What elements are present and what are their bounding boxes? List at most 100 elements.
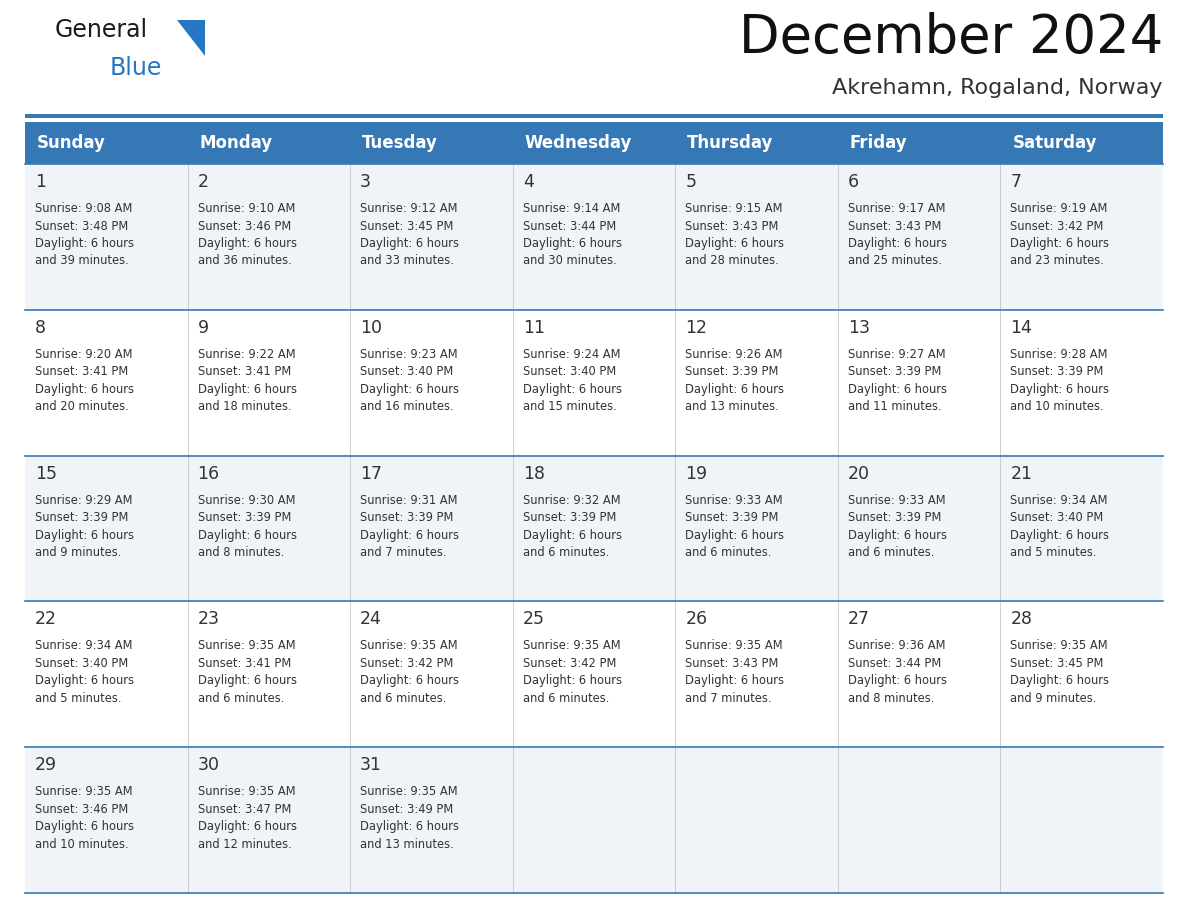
Text: Sunset: 3:47 PM: Sunset: 3:47 PM [197, 802, 291, 816]
Text: and 39 minutes.: and 39 minutes. [34, 254, 128, 267]
Text: Daylight: 6 hours: Daylight: 6 hours [523, 237, 621, 250]
Bar [25, 309, 188, 455]
Text: and 11 minutes.: and 11 minutes. [848, 400, 941, 413]
Text: Daylight: 6 hours: Daylight: 6 hours [197, 529, 297, 542]
Text: 1: 1 [34, 173, 46, 191]
Text: Daylight: 6 hours: Daylight: 6 hours [197, 237, 297, 250]
Text: Sunrise: 9:27 AM: Sunrise: 9:27 AM [848, 348, 946, 361]
Text: Blue: Blue [110, 56, 163, 80]
Text: Daylight: 6 hours: Daylight: 6 hours [685, 237, 784, 250]
Text: Sunrise: 9:33 AM: Sunrise: 9:33 AM [685, 494, 783, 507]
Text: and 6 minutes.: and 6 minutes. [360, 692, 447, 705]
Text: Friday: Friday [849, 134, 908, 152]
Text: Sunset: 3:41 PM: Sunset: 3:41 PM [197, 365, 291, 378]
Text: 10: 10 [360, 319, 383, 337]
Bar [675, 601, 838, 747]
Text: Sunrise: 9:23 AM: Sunrise: 9:23 AM [360, 348, 457, 361]
Text: Sunset: 3:39 PM: Sunset: 3:39 PM [848, 365, 941, 378]
Text: Sunset: 3:39 PM: Sunset: 3:39 PM [685, 511, 778, 524]
Text: and 23 minutes.: and 23 minutes. [1011, 254, 1105, 267]
Text: Daylight: 6 hours: Daylight: 6 hours [34, 675, 134, 688]
Text: General: General [55, 18, 148, 42]
Bar [513, 747, 675, 893]
Text: Sunrise: 9:10 AM: Sunrise: 9:10 AM [197, 202, 295, 215]
Bar [838, 747, 1000, 893]
Text: and 6 minutes.: and 6 minutes. [197, 692, 284, 705]
Bar [1000, 601, 1163, 747]
Text: and 36 minutes.: and 36 minutes. [197, 254, 291, 267]
Bar [188, 309, 350, 455]
Text: Sunrise: 9:34 AM: Sunrise: 9:34 AM [1011, 494, 1108, 507]
Text: 3: 3 [360, 173, 371, 191]
Text: 7: 7 [1011, 173, 1022, 191]
Text: Daylight: 6 hours: Daylight: 6 hours [685, 383, 784, 396]
Bar [838, 455, 1000, 601]
Text: Sunrise: 9:08 AM: Sunrise: 9:08 AM [34, 202, 132, 215]
Text: Sunrise: 9:26 AM: Sunrise: 9:26 AM [685, 348, 783, 361]
Text: Sunset: 3:43 PM: Sunset: 3:43 PM [685, 657, 778, 670]
Text: and 10 minutes.: and 10 minutes. [1011, 400, 1104, 413]
Text: 11: 11 [523, 319, 545, 337]
Text: Sunset: 3:41 PM: Sunset: 3:41 PM [34, 365, 128, 378]
Text: 5: 5 [685, 173, 696, 191]
Text: Sunrise: 9:30 AM: Sunrise: 9:30 AM [197, 494, 295, 507]
Text: and 6 minutes.: and 6 minutes. [685, 546, 772, 559]
Text: Sunrise: 9:36 AM: Sunrise: 9:36 AM [848, 640, 946, 653]
Text: Daylight: 6 hours: Daylight: 6 hours [1011, 237, 1110, 250]
Bar [838, 164, 1000, 309]
Text: 2: 2 [197, 173, 209, 191]
Text: Daylight: 6 hours: Daylight: 6 hours [523, 383, 621, 396]
Text: Daylight: 6 hours: Daylight: 6 hours [1011, 383, 1110, 396]
Bar [1000, 747, 1163, 893]
Text: Daylight: 6 hours: Daylight: 6 hours [848, 529, 947, 542]
Text: and 18 minutes.: and 18 minutes. [197, 400, 291, 413]
Text: Sunrise: 9:20 AM: Sunrise: 9:20 AM [34, 348, 133, 361]
Text: 25: 25 [523, 610, 545, 629]
Text: and 20 minutes.: and 20 minutes. [34, 400, 128, 413]
Bar [188, 164, 350, 309]
Text: and 6 minutes.: and 6 minutes. [848, 546, 934, 559]
Text: Daylight: 6 hours: Daylight: 6 hours [848, 237, 947, 250]
Text: 12: 12 [685, 319, 707, 337]
Text: Daylight: 6 hours: Daylight: 6 hours [360, 820, 459, 834]
Text: Sunrise: 9:19 AM: Sunrise: 9:19 AM [1011, 202, 1107, 215]
Text: 15: 15 [34, 465, 57, 483]
Text: and 8 minutes.: and 8 minutes. [848, 692, 934, 705]
Text: and 5 minutes.: and 5 minutes. [34, 692, 121, 705]
Bar [350, 309, 513, 455]
Text: Sunrise: 9:14 AM: Sunrise: 9:14 AM [523, 202, 620, 215]
Text: Daylight: 6 hours: Daylight: 6 hours [848, 675, 947, 688]
Text: Sunset: 3:40 PM: Sunset: 3:40 PM [360, 365, 454, 378]
Text: Sunrise: 9:35 AM: Sunrise: 9:35 AM [685, 640, 783, 653]
Bar [513, 455, 675, 601]
Text: Daylight: 6 hours: Daylight: 6 hours [34, 820, 134, 834]
Text: Sunrise: 9:22 AM: Sunrise: 9:22 AM [197, 348, 295, 361]
Text: Monday: Monday [200, 134, 273, 152]
Text: 13: 13 [848, 319, 870, 337]
Text: Sunrise: 9:35 AM: Sunrise: 9:35 AM [1011, 640, 1108, 653]
Bar [188, 747, 350, 893]
Bar [25, 114, 1163, 118]
Text: Sunset: 3:39 PM: Sunset: 3:39 PM [197, 511, 291, 524]
Text: Sunset: 3:48 PM: Sunset: 3:48 PM [34, 219, 128, 232]
Text: Daylight: 6 hours: Daylight: 6 hours [34, 529, 134, 542]
Text: Daylight: 6 hours: Daylight: 6 hours [34, 383, 134, 396]
Bar [350, 164, 513, 309]
Bar [675, 309, 838, 455]
Text: Sunset: 3:45 PM: Sunset: 3:45 PM [1011, 657, 1104, 670]
Text: Sunrise: 9:17 AM: Sunrise: 9:17 AM [848, 202, 946, 215]
Bar [1000, 455, 1163, 601]
Bar [350, 601, 513, 747]
Bar [838, 122, 1000, 164]
Bar [1000, 309, 1163, 455]
Text: and 9 minutes.: and 9 minutes. [1011, 692, 1097, 705]
Text: 28: 28 [1011, 610, 1032, 629]
Text: Daylight: 6 hours: Daylight: 6 hours [1011, 675, 1110, 688]
Bar [25, 747, 188, 893]
Text: and 7 minutes.: and 7 minutes. [360, 546, 447, 559]
Text: Sunset: 3:39 PM: Sunset: 3:39 PM [34, 511, 128, 524]
Text: Sunset: 3:41 PM: Sunset: 3:41 PM [197, 657, 291, 670]
Text: Daylight: 6 hours: Daylight: 6 hours [1011, 529, 1110, 542]
Bar [513, 601, 675, 747]
Text: 19: 19 [685, 465, 707, 483]
